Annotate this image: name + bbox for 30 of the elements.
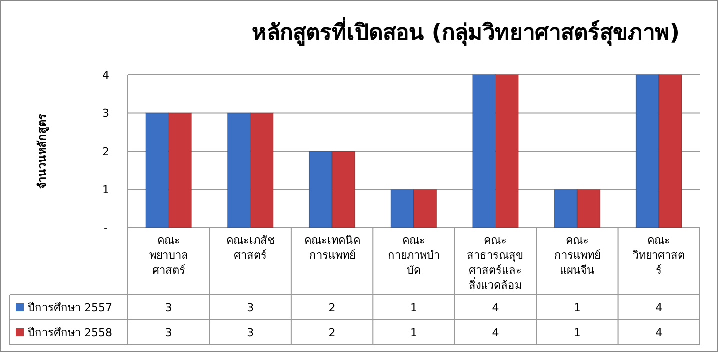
y-tick-label: 2	[102, 145, 110, 158]
data-label: 3	[247, 301, 254, 314]
data-label: 1	[574, 301, 581, 314]
data-label: 3	[247, 326, 254, 340]
y-tick-label: -	[104, 222, 108, 235]
y-tick-label: 4	[102, 68, 110, 82]
data-label: 3	[165, 301, 172, 314]
data-label: 4	[492, 326, 500, 340]
x-tick-label: คณะ พยาบาล ศาสตร์	[149, 234, 188, 277]
y-axis-title: จำนวนหลักสูตร	[36, 114, 50, 189]
y-tick-label: 3	[102, 107, 110, 120]
x-tick-label: คณะ วิทยาศาสต ร์	[632, 234, 686, 277]
chart-title: หลักสูตรที่เปิดสอน (กลุ่มวิทยาศาสตร์สุขภาพ)	[252, 16, 680, 47]
data-label: 1	[410, 326, 418, 340]
data-label: 1	[574, 326, 581, 340]
y-tick-label: 1	[102, 184, 110, 197]
data-label: 4	[492, 301, 500, 314]
legend-label: ปีการศึกษา 2558	[27, 326, 112, 340]
data-label: 4	[656, 301, 663, 314]
x-tick-label: คณะ สาธารณสุข ศาสตร์และ สิ่งแวดล้อม	[467, 234, 524, 292]
data-label: 1	[410, 301, 418, 314]
data-label: 4	[656, 326, 663, 340]
x-tick-label: คณะ การแพทย์ แผนจีน	[554, 234, 600, 277]
x-tick-label: คณะเทคนิค การแพทย์	[304, 234, 360, 262]
x-tick-label: คณะเภสัช ศาสตร์	[226, 234, 275, 262]
legend-label: ปีการศึกษา 2557	[27, 301, 112, 314]
x-tick-label: คณะ กายภาพบำ บัด	[388, 234, 440, 277]
data-label: 2	[328, 326, 336, 340]
data-label: 3	[165, 326, 172, 340]
data-label: 2	[328, 301, 336, 314]
